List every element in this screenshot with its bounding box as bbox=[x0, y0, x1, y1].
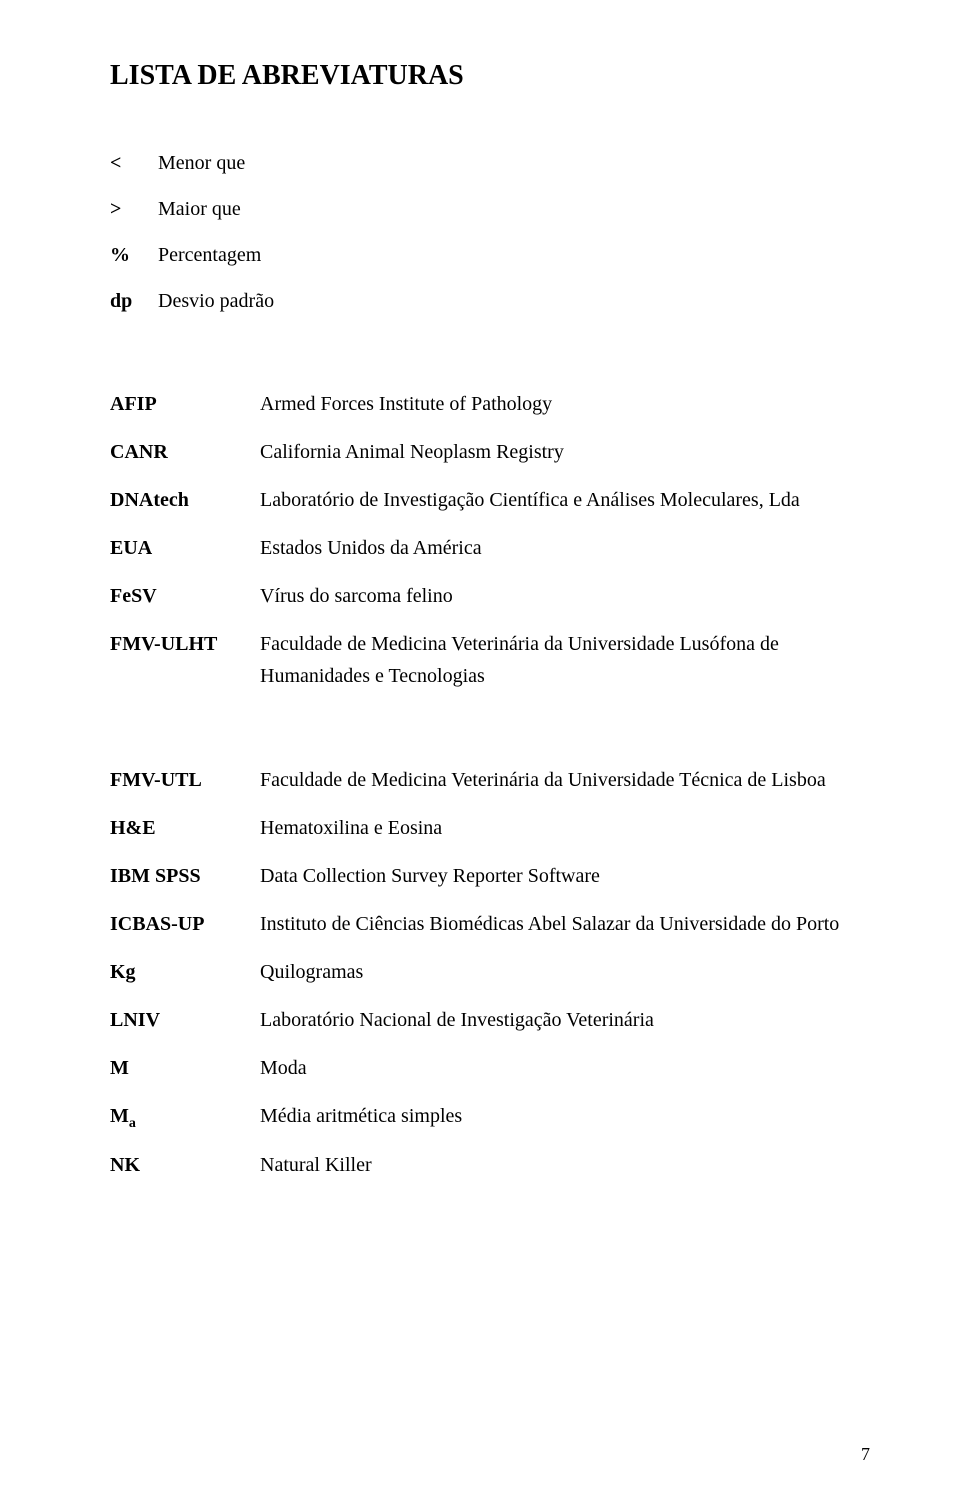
abbr-row: LNIV Laboratório Nacional de Investigaçã… bbox=[110, 996, 870, 1044]
abbr-definition: Natural Killer bbox=[260, 1141, 870, 1189]
abbr-term: ICBAS-UP bbox=[110, 900, 260, 948]
intro-symbol: < bbox=[110, 140, 158, 186]
intro-definition: Percentagem bbox=[158, 232, 870, 278]
abbr-row: FMV-ULHT Faculdade de Medicina Veterinár… bbox=[110, 620, 870, 700]
abbreviation-group-1: AFIP Armed Forces Institute of Pathology… bbox=[110, 380, 870, 700]
page-number: 7 bbox=[861, 1444, 870, 1465]
intro-row: > Maior que bbox=[110, 186, 870, 232]
abbr-row: AFIP Armed Forces Institute of Pathology bbox=[110, 380, 870, 428]
intro-row: < Menor que bbox=[110, 140, 870, 186]
abbr-term: FMV-ULHT bbox=[110, 620, 260, 668]
intro-symbols-list: < Menor que > Maior que % Percentagem dp… bbox=[110, 140, 870, 324]
abbr-definition: California Animal Neoplasm Registry bbox=[260, 428, 870, 476]
abbr-base: M bbox=[110, 1105, 129, 1127]
abbr-definition: Laboratório de Investigação Científica e… bbox=[260, 476, 870, 524]
intro-definition: Desvio padrão bbox=[158, 278, 870, 324]
abbr-definition: Quilogramas bbox=[260, 948, 870, 996]
abbr-row: M Moda bbox=[110, 1044, 870, 1092]
page-title: LISTA DE ABREVIATURAS bbox=[110, 60, 870, 92]
abbr-row: NK Natural Killer bbox=[110, 1141, 870, 1189]
abbr-definition: Data Collection Survey Reporter Software bbox=[260, 852, 870, 900]
abbr-definition: Estados Unidos da América bbox=[260, 524, 870, 572]
abbr-term: Kg bbox=[110, 948, 260, 996]
abbr-definition: Média aritmética simples bbox=[260, 1092, 870, 1140]
abbr-term-subscript: Ma bbox=[110, 1092, 260, 1141]
abbr-term: FeSV bbox=[110, 572, 260, 620]
abbr-definition: Armed Forces Institute of Pathology bbox=[260, 380, 870, 428]
abbr-row: CANR California Animal Neoplasm Registry bbox=[110, 428, 870, 476]
intro-row: dp Desvio padrão bbox=[110, 278, 870, 324]
abbr-definition: Instituto de Ciências Biomédicas Abel Sa… bbox=[260, 900, 870, 948]
abbr-row: ICBAS-UP Instituto de Ciências Biomédica… bbox=[110, 900, 870, 948]
intro-definition: Menor que bbox=[158, 140, 870, 186]
abbr-definition: Laboratório Nacional de Investigação Vet… bbox=[260, 996, 870, 1044]
abbr-definition: Moda bbox=[260, 1044, 870, 1092]
abbr-definition: Vírus do sarcoma felino bbox=[260, 572, 870, 620]
abbr-row: EUA Estados Unidos da América bbox=[110, 524, 870, 572]
abbr-sub: a bbox=[129, 1116, 136, 1131]
abbr-term: M bbox=[110, 1044, 260, 1092]
abbr-term: H&E bbox=[110, 804, 260, 852]
abbr-term: AFIP bbox=[110, 380, 260, 428]
intro-row: % Percentagem bbox=[110, 232, 870, 278]
abbr-row: H&E Hematoxilina e Eosina bbox=[110, 804, 870, 852]
page: LISTA DE ABREVIATURAS < Menor que > Maio… bbox=[0, 0, 960, 1495]
abbr-row: IBM SPSS Data Collection Survey Reporter… bbox=[110, 852, 870, 900]
abbr-row: Ma Média aritmética simples bbox=[110, 1092, 870, 1141]
intro-symbol: dp bbox=[110, 278, 158, 324]
intro-definition: Maior que bbox=[158, 186, 870, 232]
abbr-term: IBM SPSS bbox=[110, 852, 260, 900]
abbr-term: DNAtech bbox=[110, 476, 260, 524]
abbr-row: Kg Quilogramas bbox=[110, 948, 870, 996]
abbr-term: CANR bbox=[110, 428, 260, 476]
abbr-term: LNIV bbox=[110, 996, 260, 1044]
intro-symbol: % bbox=[110, 232, 158, 278]
abbr-row: FeSV Vírus do sarcoma felino bbox=[110, 572, 870, 620]
abbr-term: EUA bbox=[110, 524, 260, 572]
abbr-definition: Hematoxilina e Eosina bbox=[260, 804, 870, 852]
abbr-row: DNAtech Laboratório de Investigação Cien… bbox=[110, 476, 870, 524]
abbreviation-group-2: FMV-UTL Faculdade de Medicina Veterinári… bbox=[110, 756, 870, 1189]
abbr-row: FMV-UTL Faculdade de Medicina Veterinári… bbox=[110, 756, 870, 804]
abbr-term: NK bbox=[110, 1141, 260, 1189]
abbr-term: FMV-UTL bbox=[110, 756, 260, 804]
abbr-definition: Faculdade de Medicina Veterinária da Uni… bbox=[260, 620, 870, 700]
intro-symbol: > bbox=[110, 186, 158, 232]
abbr-definition: Faculdade de Medicina Veterinária da Uni… bbox=[260, 756, 870, 804]
